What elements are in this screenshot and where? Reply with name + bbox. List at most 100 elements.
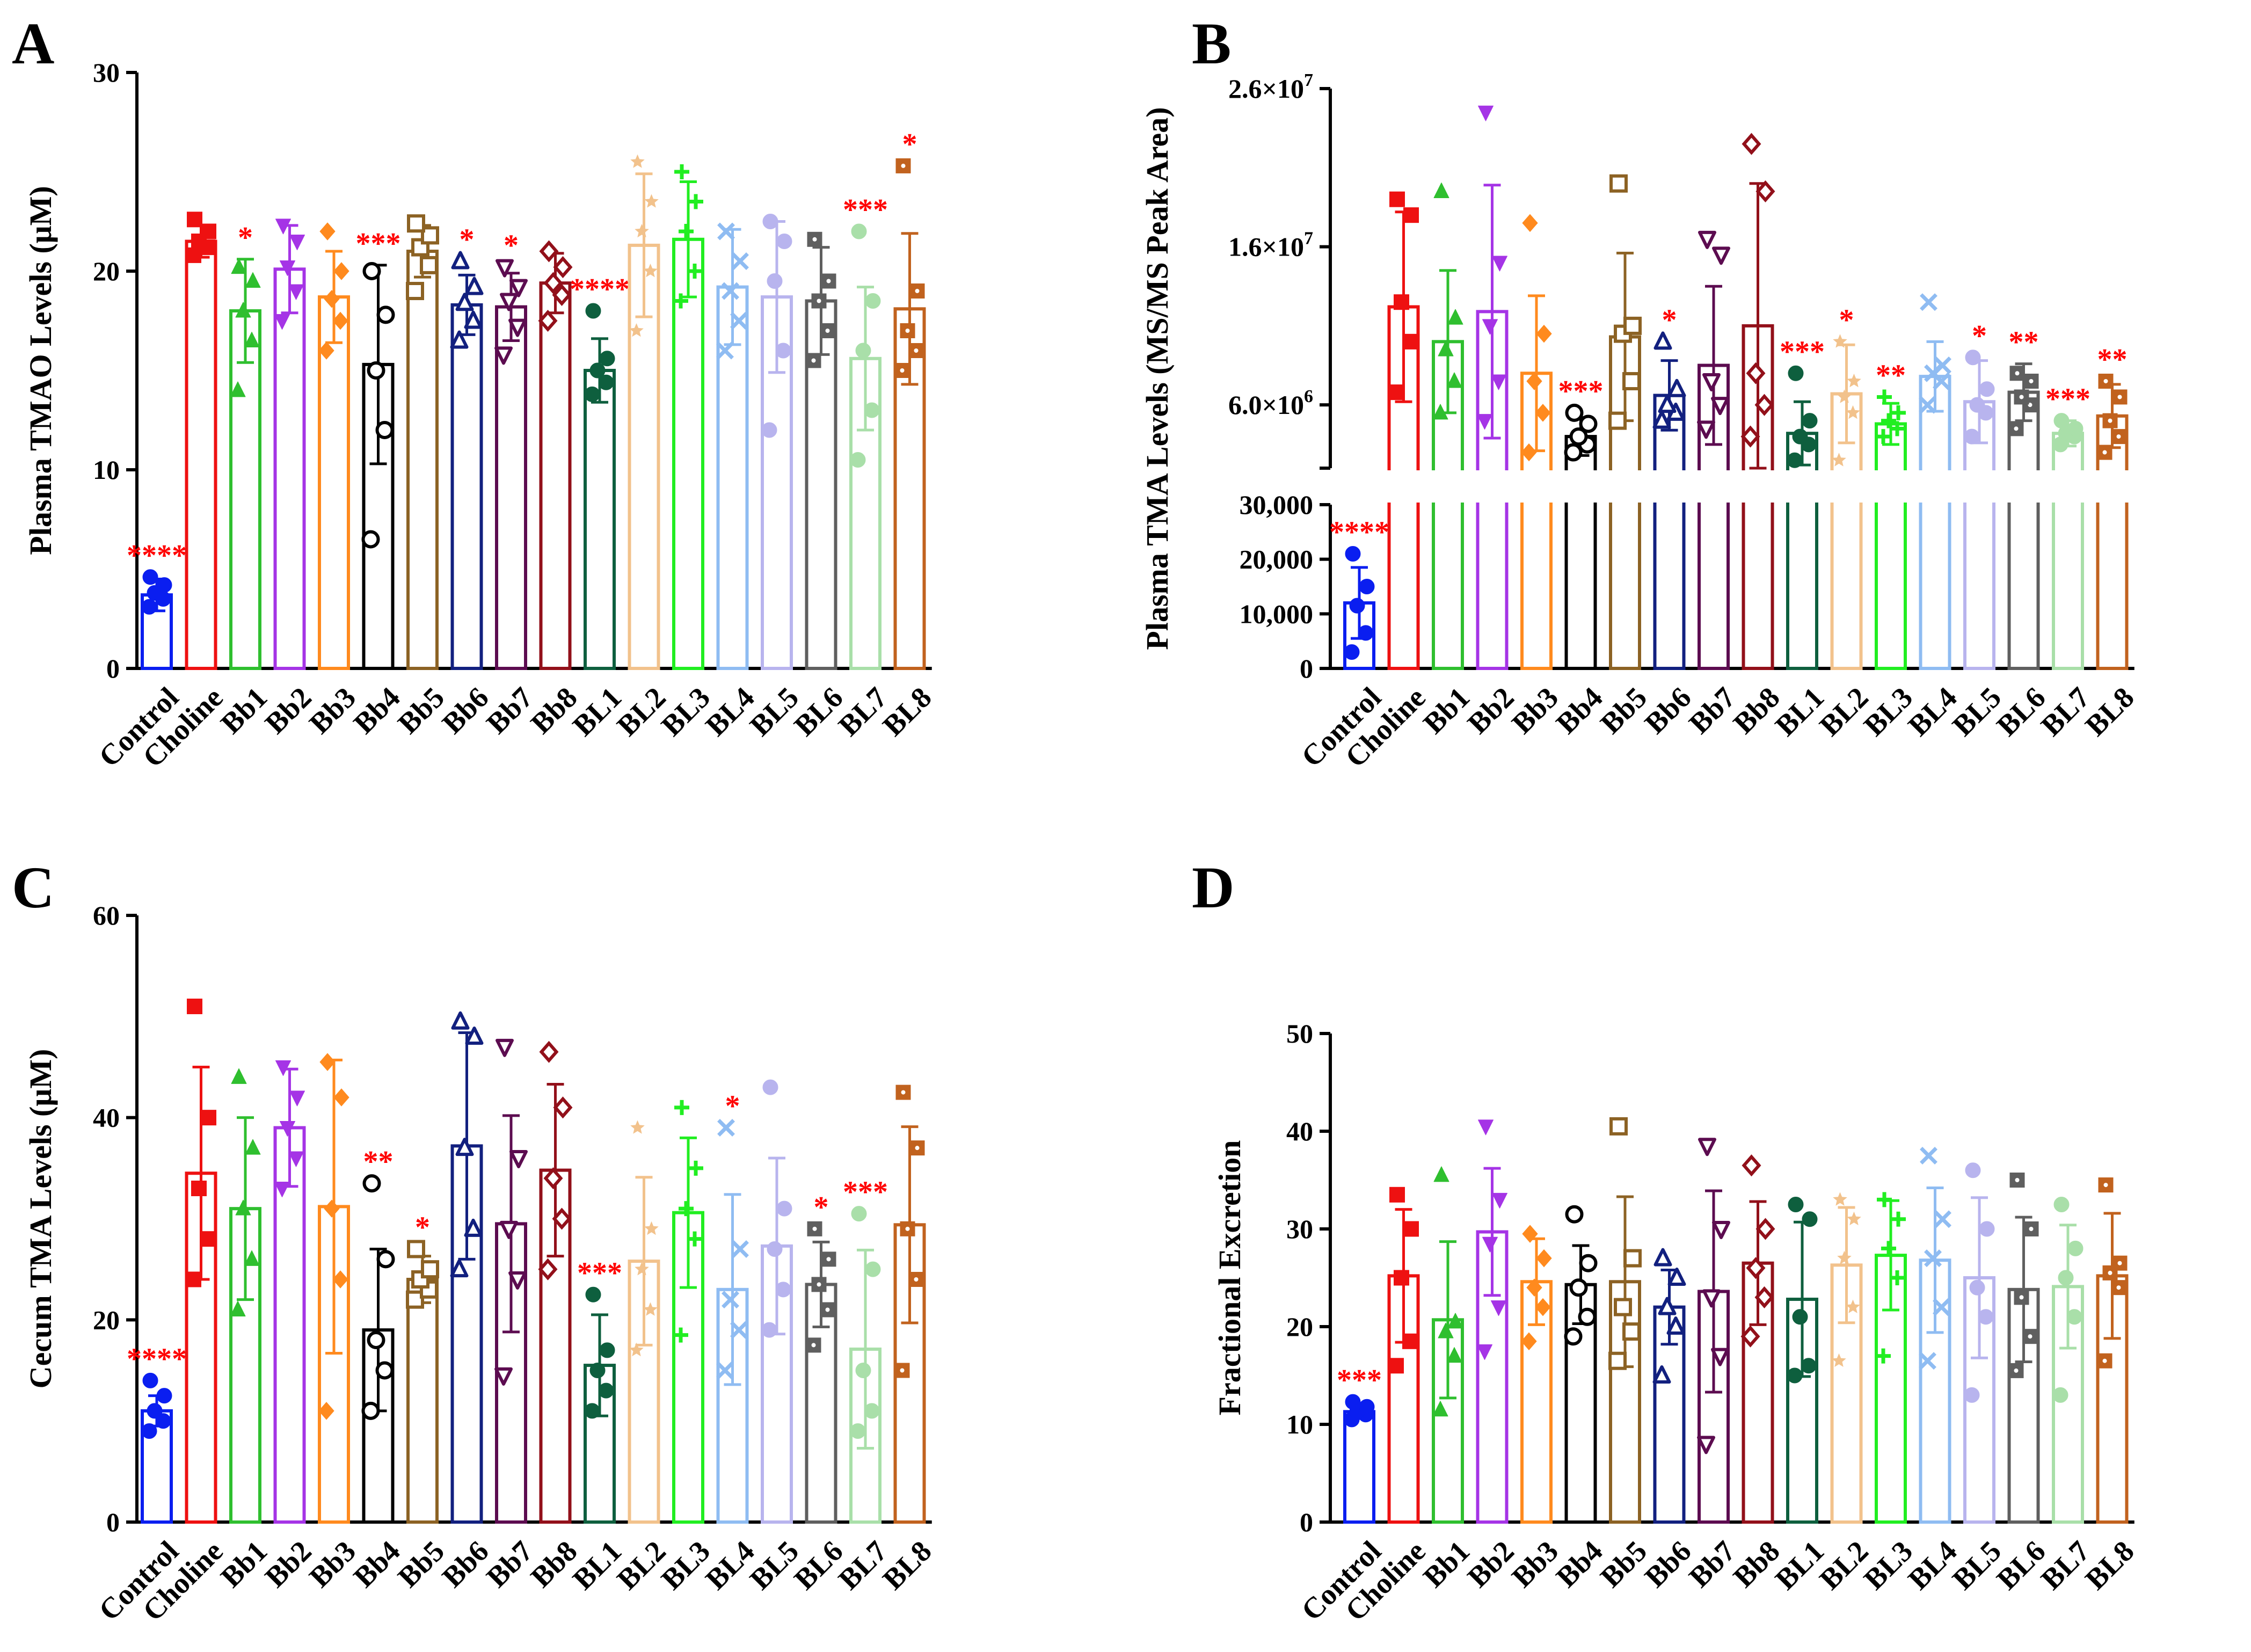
bar-group-bl5	[1963, 1162, 1995, 1524]
panel-letter-d: D	[1192, 855, 1234, 920]
data-point-2	[767, 273, 783, 289]
point-dot	[2102, 450, 2107, 455]
data-point-0	[406, 282, 424, 300]
bar-group-bb8	[538, 1040, 573, 1524]
data-point-2	[1526, 1278, 1542, 1297]
data-point-3	[2112, 1255, 2128, 1271]
data-point-2	[543, 1167, 563, 1190]
data-point-4	[1965, 1162, 1981, 1178]
data-point-2	[367, 1331, 385, 1349]
bar-group-bl3	[672, 164, 704, 670]
data-point-3	[245, 272, 261, 288]
y-tick-label: 0	[1300, 653, 1313, 683]
significance-marker: *	[415, 1211, 430, 1245]
bar-group-choline	[1387, 191, 1420, 670]
panel-letter-c: C	[12, 855, 54, 920]
data-point-3	[156, 1388, 172, 1404]
data-point-3	[1802, 1211, 1818, 1227]
data-point-1	[1622, 1322, 1641, 1341]
data-point-1	[288, 1151, 304, 1167]
data-point-4	[319, 222, 336, 241]
data-point-2	[324, 290, 340, 308]
bar-group-bb2	[273, 219, 306, 670]
data-point-0	[761, 1322, 777, 1338]
data-point-1	[687, 1231, 702, 1247]
bar-group-choline	[185, 999, 217, 1524]
data-point-2	[1702, 373, 1721, 391]
data-point-0	[318, 1402, 334, 1420]
bar-group-bl6	[805, 231, 837, 670]
data-point-0	[274, 314, 290, 330]
data-point-3	[509, 279, 528, 297]
data-point-1	[1890, 1270, 1905, 1285]
data-point-0	[1388, 384, 1404, 401]
data-point-1	[1535, 1298, 1551, 1316]
data-point-3	[2067, 420, 2084, 436]
data-point-4	[1345, 1394, 1361, 1410]
bar-group-bl5	[761, 214, 793, 670]
data-point-3	[1359, 579, 1375, 594]
bar	[406, 250, 439, 670]
data-point-2	[1837, 389, 1852, 403]
data-point-0	[1697, 420, 1715, 439]
data-point-0	[230, 1301, 246, 1316]
bar-group-bb8	[1740, 1154, 1775, 1524]
point-dot	[817, 299, 821, 303]
data-point-2	[2014, 389, 2029, 405]
data-point-2	[722, 1291, 739, 1309]
y-axis-label: Fractional Excretion	[1212, 1140, 1247, 1416]
data-point-1	[288, 284, 304, 300]
bar-group-bl2	[628, 154, 660, 670]
data-point-3	[1536, 1249, 1552, 1268]
point-dot	[811, 358, 816, 363]
panel-letter-a: A	[12, 11, 54, 76]
data-point-4	[1478, 105, 1494, 121]
bar-group-bl1: ***	[577, 1256, 622, 1524]
data-point-4	[275, 219, 291, 235]
y-tick-label: 2.6×107	[1228, 70, 1313, 104]
data-point-2	[1969, 1279, 1985, 1296]
point-dot	[2117, 1261, 2122, 1265]
y-axis-label: Cecum TMA Levels (μM)	[23, 1049, 58, 1389]
axis-break-gap	[1332, 470, 2140, 503]
data-point-3	[1667, 1268, 1686, 1286]
significance-marker: *	[902, 128, 917, 161]
bar-group-bl3	[672, 1100, 704, 1524]
data-point-1	[1978, 1309, 1994, 1325]
y-tick-label: 6.0×106	[1228, 387, 1313, 420]
data-point-2	[280, 1121, 295, 1137]
data-point-1	[332, 311, 348, 330]
data-point-2	[679, 224, 694, 239]
point-dot	[915, 289, 920, 293]
point-dot	[812, 237, 817, 242]
data-point-0	[806, 353, 821, 368]
data-point-1	[332, 1270, 348, 1289]
point-dot	[2028, 1334, 2033, 1339]
data-point-4	[231, 258, 247, 274]
data-point-3	[289, 235, 305, 250]
data-point-0	[1876, 429, 1891, 445]
data-point-2	[280, 260, 295, 276]
data-point-4	[851, 223, 867, 239]
data-point-4	[407, 1240, 425, 1258]
data-point-1	[908, 1272, 924, 1287]
data-point-3	[1802, 413, 1818, 429]
data-point-3	[1979, 381, 1995, 397]
data-point-4	[1389, 191, 1405, 207]
data-point-1	[820, 323, 835, 338]
data-point-2	[1881, 1241, 1896, 1256]
data-point-3	[865, 293, 881, 309]
data-point-0	[2097, 1353, 2112, 1369]
data-point-4	[1609, 1117, 1628, 1136]
data-point-3	[465, 1027, 484, 1045]
data-point-2	[455, 1138, 474, 1156]
data-point-3	[1979, 1221, 1995, 1237]
bar-group-bb6: *	[450, 223, 484, 670]
bar-group-bb7	[1697, 1138, 1730, 1524]
y-tick-label: 60	[93, 900, 120, 930]
data-point-4	[539, 240, 559, 263]
data-point-3	[201, 223, 216, 239]
point-dot	[826, 1257, 831, 1262]
data-point-3	[245, 1139, 261, 1155]
